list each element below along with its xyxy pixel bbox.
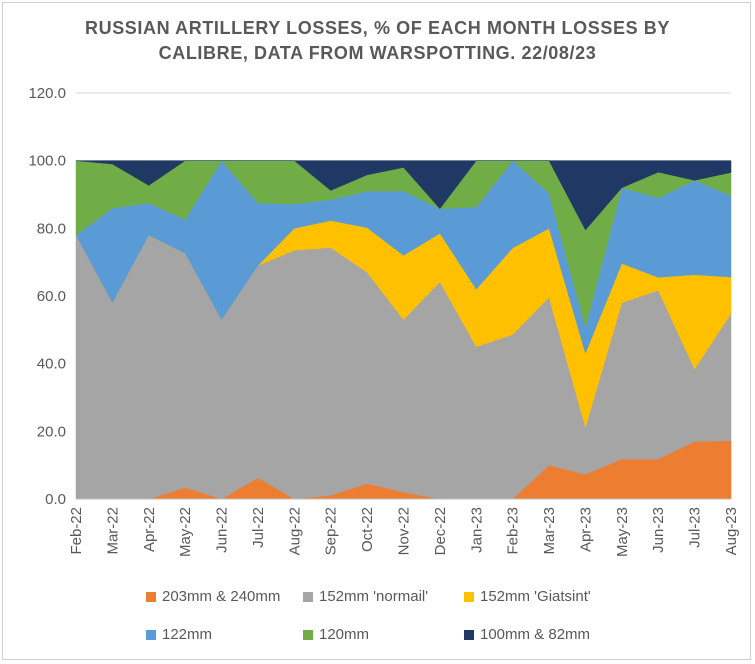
x-tick-label: Jun-23: [650, 507, 667, 553]
x-tick-label: Jun-22: [214, 507, 231, 553]
chart-title-line-2: CALIBRE, DATA FROM WARSPOTTING. 22/08/23: [158, 43, 597, 63]
x-tick-label: Sep-22: [323, 507, 340, 555]
legend-swatch: [146, 591, 156, 602]
chart-title-line-1: RUSSIAN ARTILLERY LOSSES, % OF EACH MONT…: [85, 18, 670, 38]
x-tick-label: Apr-23: [577, 507, 594, 552]
legend-label: 152mm 'normail': [319, 588, 429, 605]
legend-label: 100mm & 82mm: [480, 626, 591, 643]
legend-label: 122mm: [162, 626, 213, 643]
y-tick-label: 100.0: [28, 153, 66, 170]
x-tick-label: Feb-23: [505, 507, 522, 555]
legend-swatch: [146, 629, 156, 640]
legend-item: 120mm: [303, 626, 369, 643]
legend-item: 122mm: [146, 626, 212, 643]
y-tick-label: 120.0: [28, 85, 66, 102]
y-tick-label: 20.0: [37, 423, 66, 440]
x-tick-label: Jul-23: [687, 507, 704, 548]
legend-item: 152mm 'Giatsint': [464, 588, 591, 605]
legend-swatch: [464, 591, 474, 602]
y-axis-tick-labels: 0.0 20.0 40.0 60.0 80.0 100.0 120.0: [28, 85, 66, 508]
chart-title: RUSSIAN ARTILLERY LOSSES, % OF EACH MONT…: [0, 16, 755, 66]
y-tick-label: 60.0: [37, 288, 66, 305]
x-tick-label: Oct-22: [359, 507, 376, 552]
legend-label: 120mm: [319, 626, 370, 643]
legend-swatch: [464, 629, 474, 640]
x-tick-label: Feb-22: [68, 507, 85, 555]
x-tick-label: Mar-22: [104, 507, 121, 555]
legend-label: 152mm 'Giatsint': [480, 588, 591, 605]
y-tick-label: 0.0: [45, 491, 66, 508]
area-series: [75, 160, 732, 500]
x-tick-label: Aug-22: [286, 507, 303, 555]
x-tick-label: May-23: [614, 507, 631, 557]
legend-item: 152mm 'normail': [303, 588, 428, 605]
x-tick-label: Dec-22: [432, 507, 449, 555]
legend-swatch: [303, 629, 313, 640]
x-tick-label: Aug-23: [723, 507, 740, 555]
legend-swatch: [303, 591, 313, 602]
x-axis-tick-labels: Feb-22 Mar-22 Apr-22 May-22 Jun-22 Jul-22 Aug-…: [68, 507, 740, 557]
area-100mm-82mm: [75, 160, 732, 231]
x-tick-label: Apr-22: [141, 507, 158, 552]
x-tick-label: Jul-22: [250, 507, 267, 548]
y-tick-label: 40.0: [37, 356, 66, 373]
x-tick-label: Mar-23: [541, 507, 558, 555]
x-tick-label: May-22: [177, 507, 194, 557]
x-tick-label: Nov-22: [396, 507, 413, 555]
legend-item: 100mm & 82mm: [464, 626, 590, 643]
y-tick-label: 80.0: [37, 220, 66, 237]
x-tick-label: Jan-23: [468, 507, 485, 553]
legend-label: 203mm & 240mm: [162, 588, 281, 605]
legend-item: 203mm & 240mm: [146, 588, 280, 605]
